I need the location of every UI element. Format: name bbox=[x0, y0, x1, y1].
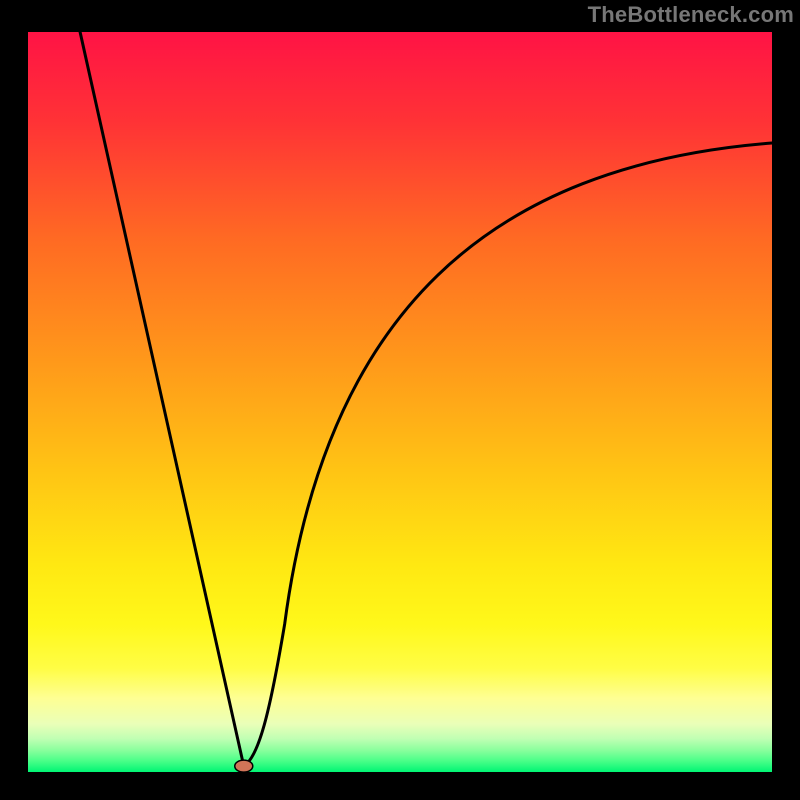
chart-svg bbox=[0, 0, 800, 800]
plot-background bbox=[28, 32, 772, 772]
minimum-marker bbox=[235, 760, 253, 772]
chart-stage: TheBottleneck.com bbox=[0, 0, 800, 800]
